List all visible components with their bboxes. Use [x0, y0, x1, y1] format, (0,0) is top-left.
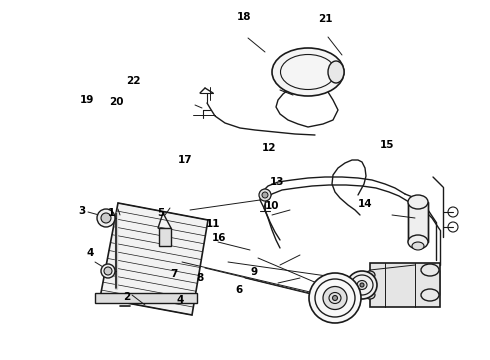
Polygon shape	[100, 203, 208, 315]
Circle shape	[104, 267, 112, 275]
Bar	[421, 270, 439, 295]
Circle shape	[259, 189, 271, 201]
Ellipse shape	[421, 264, 439, 276]
Ellipse shape	[365, 271, 375, 279]
Text: 16: 16	[212, 233, 227, 243]
Bar	[159, 228, 171, 246]
Text: 19: 19	[80, 95, 95, 105]
Circle shape	[97, 209, 115, 227]
Ellipse shape	[365, 291, 375, 299]
Text: 9: 9	[250, 267, 257, 277]
Ellipse shape	[328, 61, 344, 83]
Ellipse shape	[408, 235, 428, 249]
Text: 13: 13	[270, 177, 284, 187]
Text: 7: 7	[170, 269, 178, 279]
Text: 5: 5	[157, 208, 164, 218]
Ellipse shape	[323, 287, 347, 310]
Circle shape	[101, 264, 115, 278]
Ellipse shape	[272, 48, 344, 96]
Text: 6: 6	[236, 285, 243, 295]
Bar	[408, 202, 428, 242]
Text: 4: 4	[87, 248, 95, 258]
Text: 2: 2	[123, 292, 130, 302]
Text: 15: 15	[380, 140, 394, 150]
Text: 4: 4	[176, 294, 184, 305]
Text: 17: 17	[178, 155, 193, 165]
Text: 1: 1	[108, 208, 115, 218]
Ellipse shape	[357, 280, 367, 289]
Text: 20: 20	[109, 96, 124, 107]
Ellipse shape	[309, 273, 361, 323]
Bar	[95, 293, 197, 303]
Ellipse shape	[333, 296, 338, 301]
Text: 14: 14	[358, 199, 372, 210]
Ellipse shape	[360, 283, 364, 287]
Ellipse shape	[421, 289, 439, 301]
Text: 18: 18	[237, 12, 251, 22]
Text: 21: 21	[318, 14, 333, 24]
Text: 22: 22	[126, 76, 141, 86]
Circle shape	[262, 192, 268, 198]
Text: 11: 11	[206, 219, 220, 229]
Text: 8: 8	[196, 273, 203, 283]
Ellipse shape	[347, 271, 377, 299]
Text: 3: 3	[79, 206, 86, 216]
Text: 12: 12	[262, 143, 277, 153]
Text: 10: 10	[265, 201, 279, 211]
Ellipse shape	[412, 242, 424, 250]
Ellipse shape	[408, 195, 428, 209]
Circle shape	[101, 213, 111, 223]
Bar	[370, 263, 440, 307]
